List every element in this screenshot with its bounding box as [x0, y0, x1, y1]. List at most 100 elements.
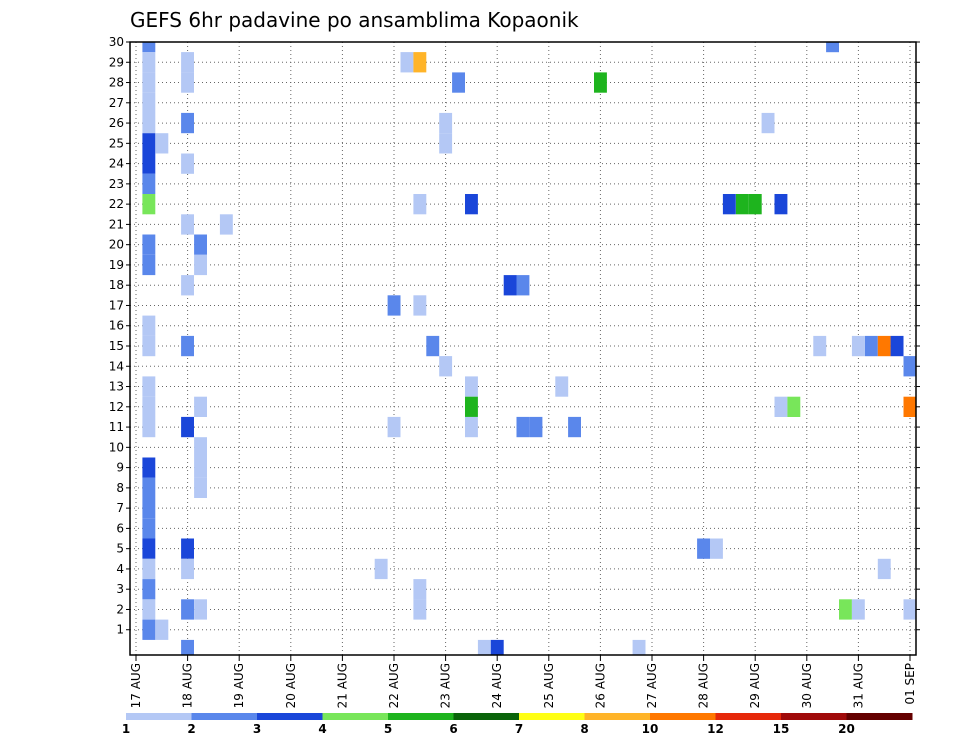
precip-cell — [735, 194, 749, 215]
colorbar-swatch — [453, 713, 520, 720]
precip-cell — [142, 234, 156, 255]
colorbar-label: 5 — [384, 722, 392, 736]
precip-cell — [516, 416, 530, 438]
precip-cell — [142, 498, 156, 519]
precip-cell — [748, 194, 762, 215]
precip-cell — [142, 173, 156, 194]
colorbar-label: 15 — [773, 722, 790, 736]
colorbar-swatch — [584, 713, 651, 720]
precip-cell — [439, 133, 453, 154]
colorbar-label: 1 — [122, 722, 130, 736]
precip-cell — [142, 92, 156, 113]
precip-cell — [142, 335, 156, 357]
precip-cell — [181, 639, 194, 655]
precip-cell — [774, 194, 788, 215]
precip-cell — [851, 599, 865, 620]
precip-cell — [426, 335, 440, 357]
precip-cell — [181, 558, 194, 580]
precip-cell — [194, 477, 207, 498]
precip-cell — [555, 376, 569, 397]
precip-cell — [632, 639, 646, 655]
colorbar-swatch — [126, 713, 192, 720]
precip-cell — [142, 579, 156, 600]
colorbar-label: 7 — [515, 722, 523, 736]
precip-cell — [413, 295, 427, 316]
precip-cell — [529, 416, 543, 438]
precip-cell — [142, 457, 156, 478]
colorbar-swatch — [650, 713, 716, 720]
precip-cell — [181, 72, 194, 93]
y-tick-label: 21 — [109, 217, 124, 231]
precip-cell — [181, 416, 194, 438]
colorbar: 1 2 3 4 5 6 7 8 10 12 15 20 — [122, 713, 913, 736]
precip-cell — [400, 52, 414, 73]
y-tick-label: 9 — [116, 461, 124, 475]
precip-cell — [710, 538, 723, 559]
colorbar-label: 12 — [707, 722, 724, 736]
precip-cell — [516, 275, 530, 296]
precip-cell — [142, 133, 156, 154]
precip-cell — [181, 335, 194, 357]
precip-cell — [142, 416, 156, 438]
precip-cell — [465, 396, 478, 417]
precip-cell — [142, 72, 156, 93]
y-tick-label: 17 — [109, 298, 124, 312]
y-tick-label: 22 — [109, 197, 124, 211]
colorbar-swatch — [257, 713, 323, 720]
y-tick-label: 18 — [109, 278, 124, 292]
colorbar-swatch — [322, 713, 389, 720]
plot-frame — [129, 41, 917, 656]
y-tick-label: 2 — [116, 602, 124, 616]
y-tick-label: 25 — [109, 136, 124, 150]
x-tick-label: 23 AUG — [439, 663, 453, 708]
y-tick-label: 6 — [116, 521, 124, 535]
precip-cell — [490, 639, 504, 655]
precip-cell — [374, 558, 388, 580]
precip-cell — [877, 335, 891, 357]
colorbar-swatch — [519, 713, 585, 720]
colorbar-swatch — [388, 713, 454, 720]
y-tick-label: 11 — [109, 420, 124, 434]
colorbar-label: 2 — [187, 722, 195, 736]
y-tick-label: 16 — [109, 319, 124, 333]
chart-title: GEFS 6hr padavine po ansamblima Kopaonik — [130, 8, 579, 32]
precip-cell — [877, 558, 891, 580]
precip-cell — [477, 639, 491, 655]
precip-cell — [142, 538, 156, 559]
precip-cell — [194, 396, 207, 417]
colorbar-label: 8 — [580, 722, 588, 736]
precip-cell — [142, 52, 156, 73]
precip-cell — [219, 214, 233, 235]
precip-cell — [194, 437, 207, 458]
precip-cell — [774, 396, 788, 417]
precip-cell — [142, 376, 156, 397]
precip-cell — [155, 619, 169, 640]
y-tick-label: 15 — [109, 339, 124, 353]
precip-cell — [181, 153, 194, 174]
x-axis: 17 AUG 18 AUG 19 AUG 20 AUG 21 AUG 22 AUG 23 A… — [129, 655, 917, 708]
y-tick-label: 7 — [116, 501, 124, 515]
precip-cell — [413, 599, 427, 620]
colorbar-swatch — [715, 713, 782, 720]
precip-cell — [142, 599, 156, 620]
precip-cell — [465, 376, 478, 397]
precip-cell — [452, 72, 465, 93]
precip-cell — [194, 254, 207, 276]
y-tick-label: 14 — [109, 359, 124, 373]
precip-cell — [142, 153, 156, 174]
x-tick-label: 30 AUG — [800, 663, 814, 708]
grid-lines — [130, 41, 916, 655]
precip-cell — [155, 133, 169, 154]
colorbar-swatch — [191, 713, 258, 720]
precip-cell — [465, 194, 478, 215]
x-tick-label: 24 AUG — [490, 663, 504, 708]
y-tick-label: 30 — [109, 35, 124, 49]
x-tick-label: 01 SEP — [903, 663, 917, 705]
precip-cell — [839, 599, 852, 620]
precip-cell — [413, 52, 427, 73]
y-tick-label: 24 — [109, 157, 124, 171]
precip-cell — [181, 599, 194, 620]
precip-cell — [142, 477, 156, 498]
precip-cell — [142, 315, 156, 336]
precip-cell — [387, 295, 401, 316]
